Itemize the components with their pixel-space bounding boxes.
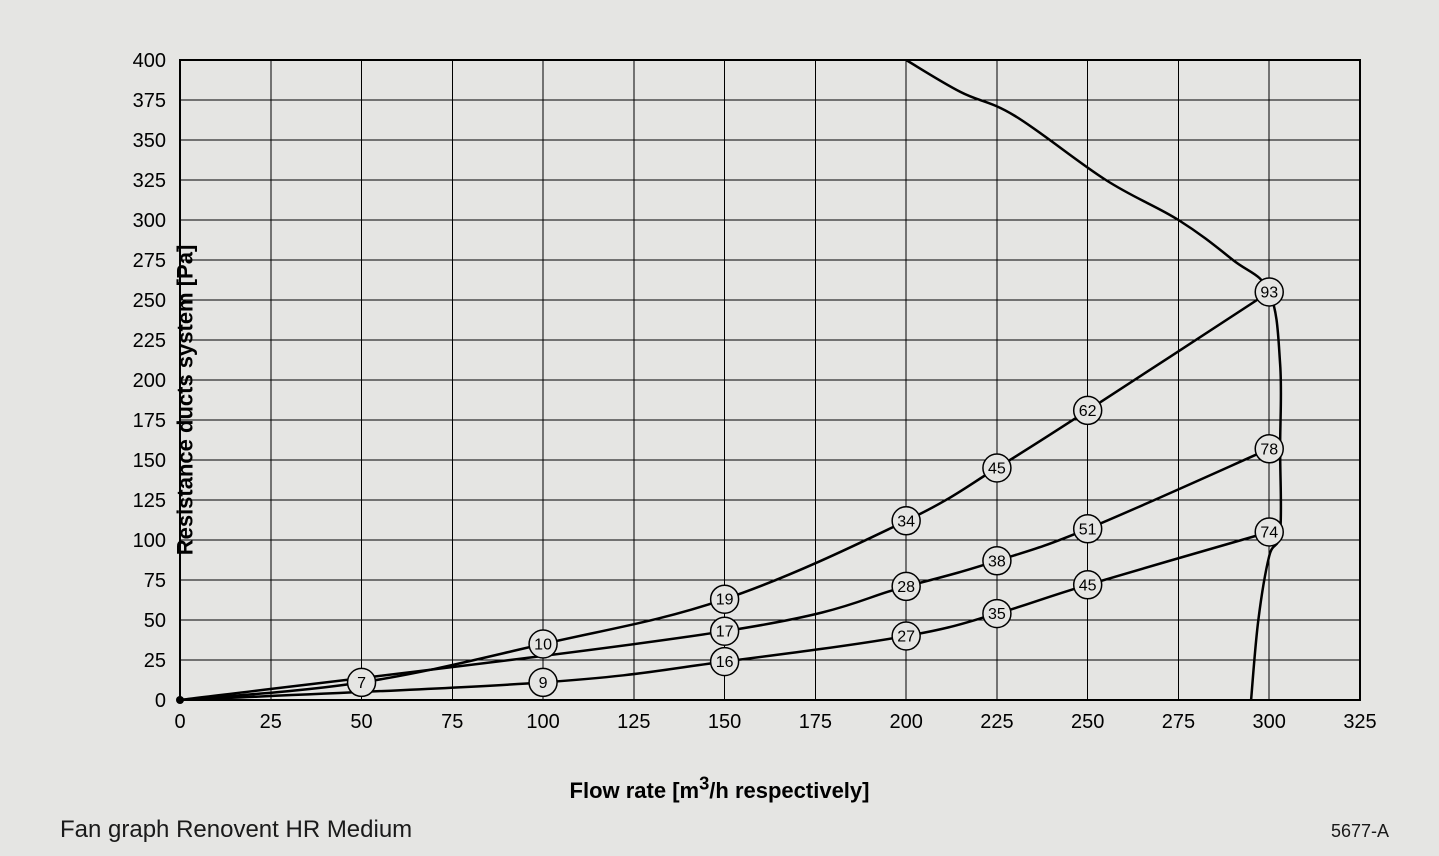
chart-caption: Fan graph Renovent HR Medium xyxy=(60,816,412,844)
data-marker: 45 xyxy=(983,454,1011,482)
svg-text:62: 62 xyxy=(1079,403,1097,420)
data-marker: 7 xyxy=(348,668,376,696)
data-marker: 51 xyxy=(1074,515,1102,543)
svg-text:45: 45 xyxy=(1079,577,1097,594)
svg-text:28: 28 xyxy=(897,579,915,596)
x-tick-label: 250 xyxy=(1071,711,1104,733)
y-tick-label: 50 xyxy=(144,610,166,632)
data-marker: 74 xyxy=(1255,518,1283,546)
x-tick-label: 150 xyxy=(708,711,741,733)
svg-text:34: 34 xyxy=(897,513,915,530)
y-tick-label: 300 xyxy=(133,210,166,232)
y-tick-label: 400 xyxy=(133,50,166,72)
data-marker: 78 xyxy=(1255,435,1283,463)
svg-text:10: 10 xyxy=(534,637,552,654)
x-tick-label: 275 xyxy=(1162,711,1195,733)
data-marker: 38 xyxy=(983,547,1011,575)
data-marker: 45 xyxy=(1074,571,1102,599)
y-tick-label: 125 xyxy=(133,490,166,512)
x-tick-label: 175 xyxy=(799,711,832,733)
y-tick-label: 375 xyxy=(133,90,166,112)
x-tick-label: 125 xyxy=(617,711,650,733)
svg-text:38: 38 xyxy=(988,553,1006,570)
fan-chart: 0 25 50 75 100 125 150 175 200 225 250 275 300 325 0 25… xyxy=(0,0,1439,800)
x-tick-label: 300 xyxy=(1253,711,1286,733)
svg-text:51: 51 xyxy=(1079,521,1097,538)
y-tick-label: 225 xyxy=(133,330,166,352)
svg-text:45: 45 xyxy=(988,461,1006,478)
y-tick-label: 25 xyxy=(144,650,166,672)
y-tick-label: 75 xyxy=(144,570,166,592)
x-tick-label: 50 xyxy=(350,711,372,733)
data-marker: 19 xyxy=(711,585,739,613)
x-tick-label: 225 xyxy=(980,711,1013,733)
y-tick-label: 0 xyxy=(155,690,166,712)
svg-text:9: 9 xyxy=(539,675,548,692)
svg-text:16: 16 xyxy=(716,654,734,671)
svg-text:74: 74 xyxy=(1260,525,1278,542)
data-marker: 28 xyxy=(892,572,920,600)
chart-container: 0 25 50 75 100 125 150 175 200 225 250 275 300 325 0 25… xyxy=(0,0,1439,805)
svg-text:35: 35 xyxy=(988,606,1006,623)
svg-text:17: 17 xyxy=(716,624,734,641)
y-tick-label: 200 xyxy=(133,370,166,392)
svg-text:7: 7 xyxy=(357,675,366,692)
y-tick-label: 325 xyxy=(133,170,166,192)
svg-text:93: 93 xyxy=(1260,285,1278,302)
chart-reference: 5677-A xyxy=(1331,821,1389,842)
x-tick-label: 75 xyxy=(441,711,463,733)
svg-text:78: 78 xyxy=(1260,441,1278,458)
y-tick-label: 350 xyxy=(133,130,166,152)
x-tick-label: 200 xyxy=(889,711,922,733)
data-marker: 35 xyxy=(983,600,1011,628)
data-marker: 17 xyxy=(711,617,739,645)
y-tick-label: 150 xyxy=(133,450,166,472)
data-marker: 34 xyxy=(892,507,920,535)
page-root: Resistance ducts system [Pa] Flow rate [… xyxy=(0,0,1439,856)
y-tick-label: 100 xyxy=(133,530,166,552)
x-tick-label: 325 xyxy=(1343,711,1376,733)
data-marker: 27 xyxy=(892,622,920,650)
origin-dot xyxy=(176,696,184,704)
y-tick-label: 275 xyxy=(133,250,166,272)
svg-text:27: 27 xyxy=(897,629,915,646)
x-tick-label: 25 xyxy=(260,711,282,733)
y-tick-label: 175 xyxy=(133,410,166,432)
x-tick-label: 0 xyxy=(174,711,185,733)
data-marker: 93 xyxy=(1255,278,1283,306)
svg-text:19: 19 xyxy=(716,592,734,609)
data-marker: 62 xyxy=(1074,396,1102,424)
y-tick-label: 250 xyxy=(133,290,166,312)
data-marker: 9 xyxy=(529,668,557,696)
data-marker: 10 xyxy=(529,630,557,658)
x-tick-label: 100 xyxy=(526,711,559,733)
data-marker: 16 xyxy=(711,648,739,676)
